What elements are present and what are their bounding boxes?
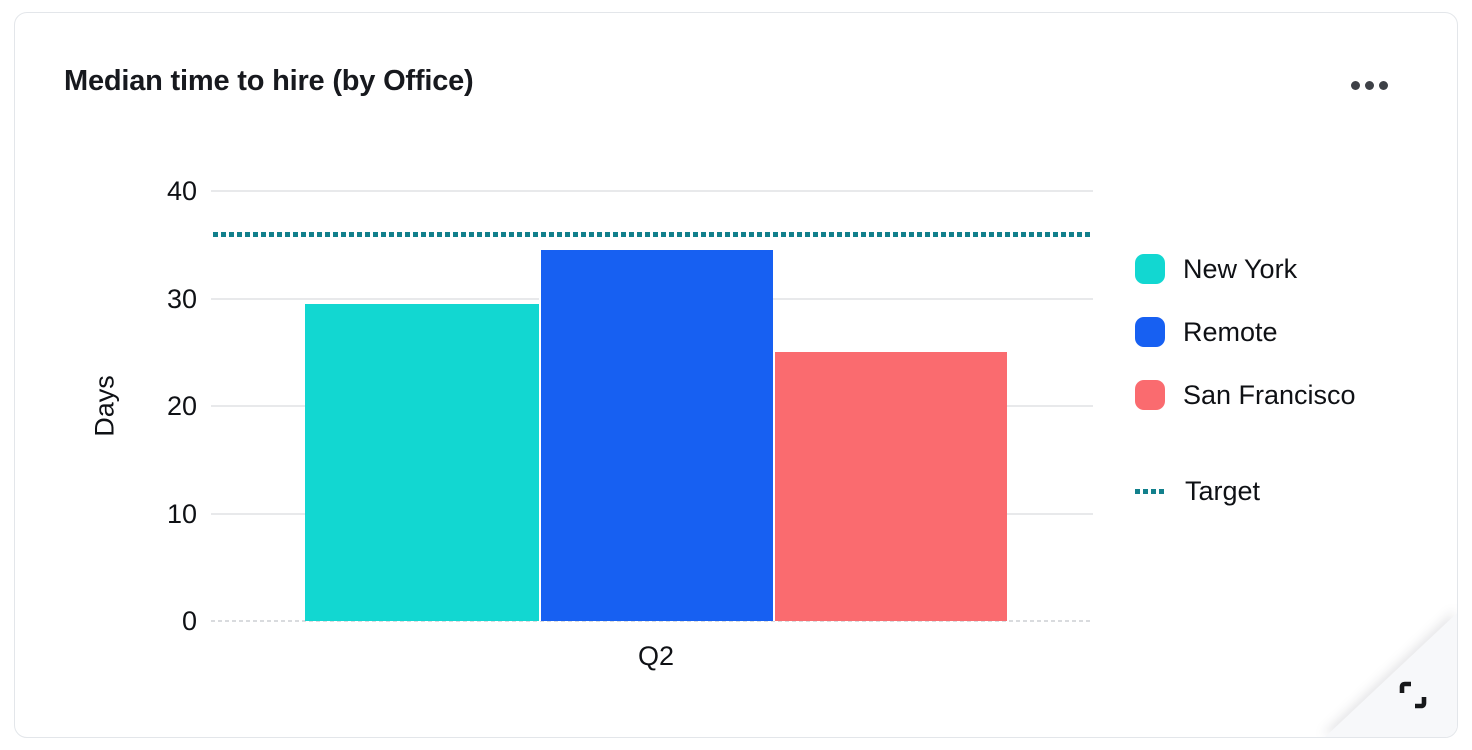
card-menu-button[interactable]	[1341, 65, 1397, 105]
ellipsis-icon	[1350, 80, 1360, 90]
y-tick-label-10: 10	[166, 498, 197, 529]
legend-swatch-icon	[1135, 317, 1165, 347]
chart-title: Median time to hire (by Office)	[64, 65, 474, 97]
gridline-0	[211, 620, 1093, 622]
legend-swatch-icon	[1135, 380, 1165, 410]
y-tick-label-0: 0	[181, 606, 197, 636]
dotted-line-icon	[1135, 488, 1167, 494]
legend-label: New York	[1183, 253, 1298, 284]
expand-button[interactable]	[1391, 673, 1435, 717]
ellipsis-icon	[1378, 80, 1388, 90]
y-tick-label-20: 20	[166, 391, 197, 421]
legend-label: Remote	[1183, 316, 1278, 347]
legend-item-san-francisco[interactable]: San Francisco	[1135, 380, 1435, 410]
y-tick-label-30: 30	[166, 283, 197, 314]
bar-remote[interactable]	[539, 250, 773, 621]
legend-item-remote[interactable]: Remote	[1135, 317, 1435, 347]
legend-item-target[interactable]: Target	[1135, 476, 1435, 506]
legend-label: Target	[1185, 475, 1261, 506]
plot-area: Q2 0 10 20 30 40	[167, 176, 1093, 671]
expand-icon	[1399, 681, 1427, 709]
y-axis-label: Days	[89, 375, 120, 437]
ellipsis-icon	[1364, 80, 1374, 90]
legend-label: San Francisco	[1183, 379, 1356, 410]
chart-card: Median time to hire (by Office) Days Q2 …	[14, 12, 1458, 738]
legend-item-new-york[interactable]: New York	[1135, 254, 1435, 284]
chart-legend: New York Remote San Francisco Target	[1135, 254, 1435, 539]
bar-san-francisco[interactable]	[773, 352, 1007, 621]
target-line	[213, 232, 1093, 237]
y-tick-label-40: 40	[166, 176, 197, 206]
bar-new-york[interactable]	[305, 303, 539, 621]
legend-swatch-icon	[1135, 254, 1165, 284]
gridline-40	[211, 190, 1093, 192]
x-axis-label: Q2	[637, 641, 675, 671]
corner-fold	[1325, 613, 1457, 737]
